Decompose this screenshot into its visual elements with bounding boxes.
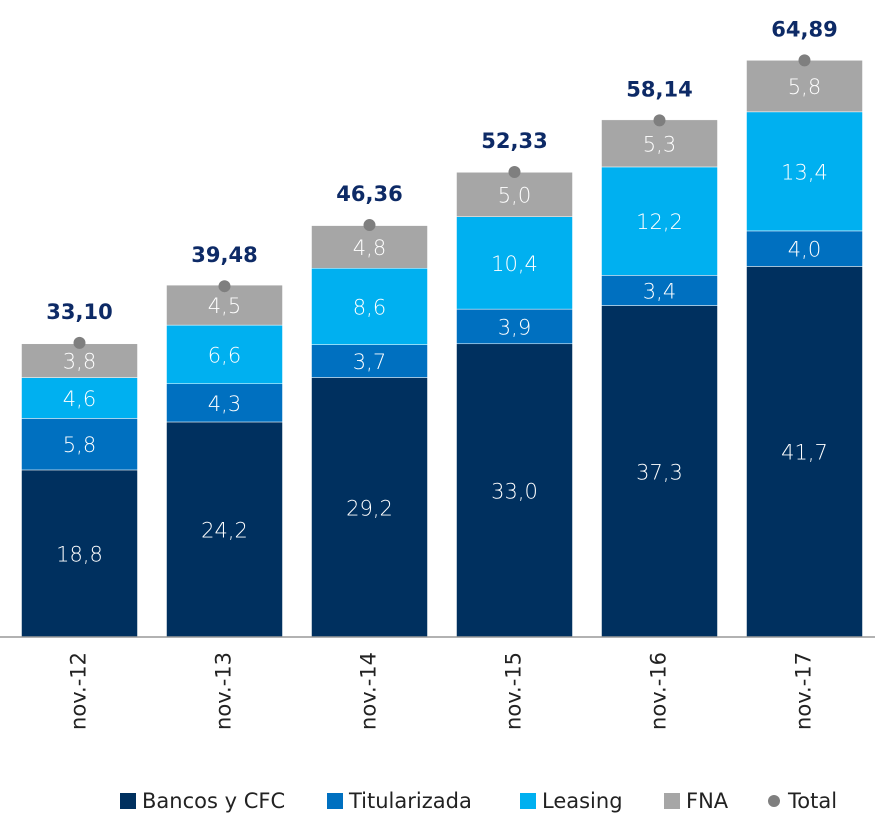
segment-label: 5,3 <box>643 132 676 156</box>
legend-label: Leasing <box>542 789 623 813</box>
x-tick-label: nov.-14 <box>357 652 381 730</box>
bar-segment <box>311 344 428 378</box>
legend-label: Titularizada <box>348 789 472 813</box>
segment-label: 5,8 <box>63 433 96 457</box>
segment-label: 33,0 <box>491 479 538 503</box>
segment-label: 6,6 <box>208 343 241 367</box>
x-tick-label: nov.-12 <box>67 652 91 730</box>
total-label: 64,89 <box>771 17 837 41</box>
bar-segment <box>456 343 573 638</box>
legend-label: Total <box>787 789 837 813</box>
total-label: 39,48 <box>191 243 257 267</box>
segment-label: 4,8 <box>353 236 386 260</box>
legend-swatch <box>327 793 343 809</box>
bar-segment <box>601 275 718 306</box>
segment-label: 5,8 <box>788 75 821 99</box>
segment-label: 29,2 <box>346 496 393 520</box>
bar-segment <box>166 324 283 385</box>
x-tick-label: nov.-13 <box>212 652 236 730</box>
bar-segment <box>746 111 863 232</box>
legend-swatch <box>120 793 136 809</box>
segment-label: 4,3 <box>208 392 241 416</box>
legend-swatch <box>768 795 780 807</box>
total-label: 52,33 <box>481 129 547 153</box>
segment-label: 4,5 <box>208 294 241 318</box>
total-dot <box>218 280 231 293</box>
bar-segment <box>601 166 718 276</box>
bar-segment <box>601 305 718 638</box>
bar-segment <box>746 60 863 113</box>
bar-segment <box>21 418 138 471</box>
total-dot <box>508 166 521 179</box>
total-label: 33,10 <box>46 300 112 324</box>
total-dot <box>653 114 666 127</box>
segment-label: 37,3 <box>636 460 683 484</box>
total-dot <box>363 219 376 232</box>
segment-label: 3,8 <box>63 350 96 374</box>
bar-segment <box>456 172 573 217</box>
bar-segment <box>601 119 718 168</box>
segment-label: 5,0 <box>498 183 531 207</box>
x-tick-label: nov.-16 <box>647 652 671 730</box>
segment-label: 3,4 <box>643 279 676 303</box>
segment-label: 10,4 <box>491 252 538 276</box>
segment-label: 4,0 <box>788 238 821 262</box>
total-label: 46,36 <box>336 182 402 206</box>
total-dot <box>73 336 86 349</box>
bar-segment <box>311 225 428 269</box>
legend-label: FNA <box>686 789 729 813</box>
bar-segment <box>21 343 138 378</box>
bar-segment <box>746 266 863 638</box>
total-dot <box>798 54 811 67</box>
segment-label: 3,7 <box>353 350 386 374</box>
bar-segment <box>166 383 283 423</box>
x-tick-label: nov.-15 <box>502 652 526 730</box>
bar-segment <box>456 216 573 310</box>
legend-swatch <box>520 793 536 809</box>
total-label: 58,14 <box>626 77 692 101</box>
bar-segment <box>311 267 428 345</box>
segment-label: 3,9 <box>498 315 531 339</box>
legend-swatch <box>664 793 680 809</box>
segment-label: 41,7 <box>781 441 828 465</box>
legend-label: Bancos y CFC <box>142 789 285 813</box>
bar-segment <box>21 469 138 638</box>
segment-label: 24,2 <box>201 518 248 542</box>
segment-label: 4,6 <box>63 387 96 411</box>
segment-label: 12,2 <box>636 210 683 234</box>
segment-label: 13,4 <box>781 160 828 184</box>
bar-segment <box>166 421 283 638</box>
segment-label: 8,6 <box>353 295 386 319</box>
segment-label: 18,8 <box>56 542 103 566</box>
x-tick-label: nov.-17 <box>792 652 816 730</box>
